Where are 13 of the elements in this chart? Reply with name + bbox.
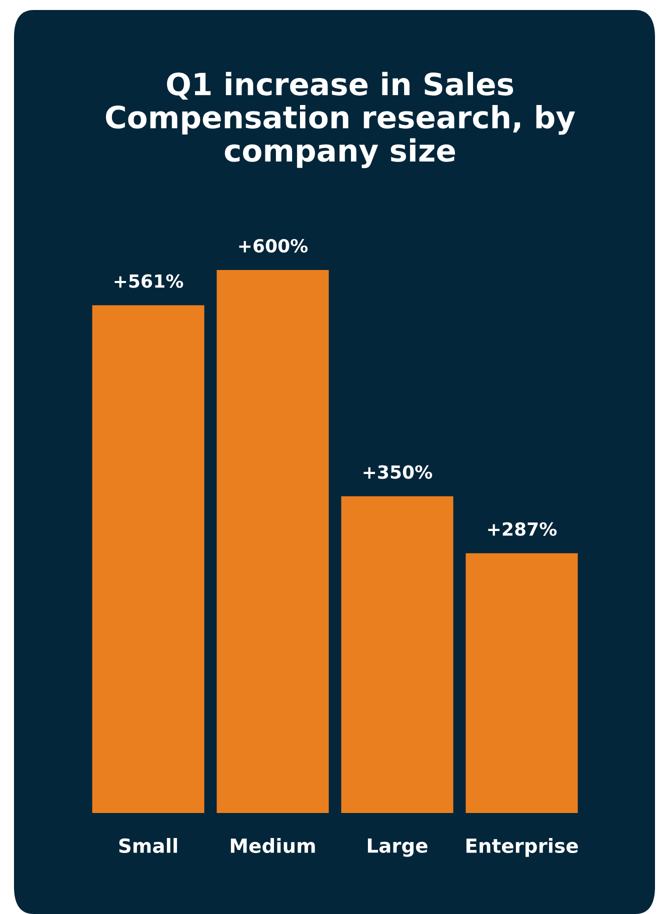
x-tick-label: Medium bbox=[230, 838, 315, 854]
bar bbox=[466, 553, 578, 813]
x-tick-label: Enterprise bbox=[466, 838, 578, 857]
data-label: +287% bbox=[488, 522, 557, 536]
x-tick-label: Large bbox=[368, 838, 428, 857]
chart-title: Q1 increase in Sales Compensation research, by company size bbox=[106, 72, 576, 168]
data-label: +561% bbox=[114, 274, 184, 288]
bar bbox=[92, 305, 204, 813]
x-tick-label: Small bbox=[119, 838, 177, 854]
bar bbox=[341, 496, 454, 813]
data-label: +600% bbox=[239, 238, 308, 253]
data-label: +350% bbox=[364, 465, 432, 479]
bar bbox=[216, 270, 329, 813]
